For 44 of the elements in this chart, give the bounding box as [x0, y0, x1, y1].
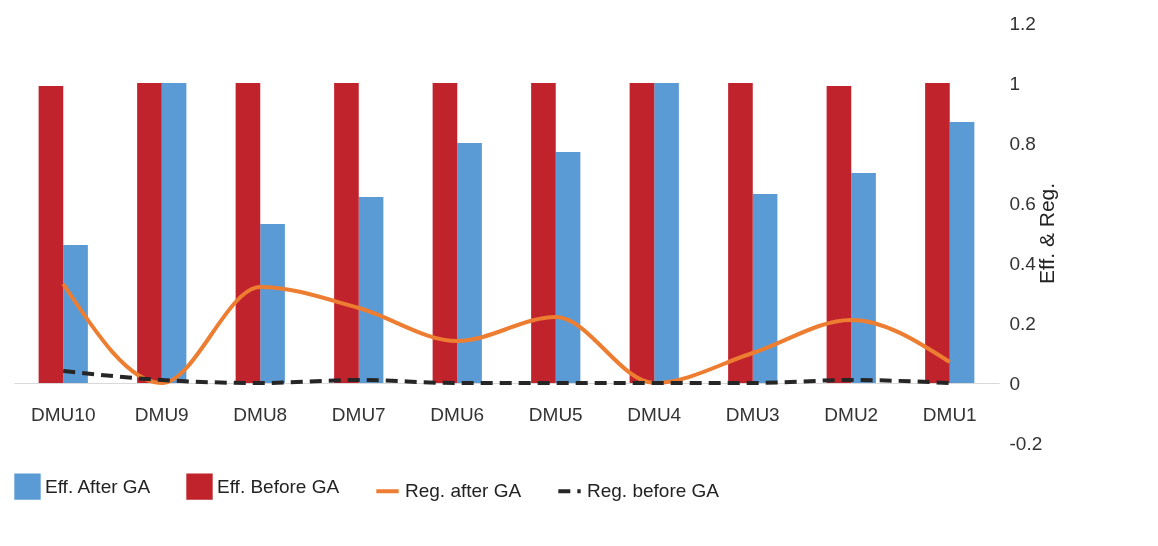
y-tick-label: 1	[1009, 72, 1021, 94]
bar	[137, 83, 162, 383]
legend-label: Reg. after GA	[405, 480, 522, 502]
bar	[531, 83, 556, 383]
x-tick-label: DMU10	[31, 403, 96, 425]
x-tick-label: DMU1	[922, 403, 977, 425]
legend-label: Eff. Before GA	[217, 475, 340, 497]
bar	[654, 83, 679, 383]
x-tick-label: DMU9	[134, 403, 189, 425]
bar	[752, 194, 778, 383]
x-tick-label: DMU8	[233, 403, 288, 425]
bar	[260, 224, 285, 383]
bar	[358, 197, 384, 383]
x-tick-label: DMU3	[725, 403, 780, 425]
bar	[925, 83, 950, 383]
y-tick-label: 1.2	[1009, 12, 1036, 34]
bar	[949, 122, 975, 383]
bar	[235, 83, 261, 383]
bar	[38, 86, 64, 383]
bar	[63, 245, 88, 383]
y-tick-label: 0.2	[1009, 312, 1036, 334]
x-tick-label: DMU2	[824, 403, 879, 425]
bar	[629, 83, 655, 383]
bar	[334, 83, 359, 383]
bar	[432, 83, 458, 383]
x-tick-label: DMU5	[528, 403, 583, 425]
y-tick-label: -0.2	[1009, 432, 1043, 454]
legend-label: Eff. After GA	[45, 475, 151, 497]
bar	[728, 83, 753, 383]
x-tick-label: DMU4	[627, 403, 682, 425]
bar	[851, 173, 876, 383]
y-tick-label: 0	[1009, 372, 1021, 394]
x-tick-label: DMU6	[430, 403, 485, 425]
y-tick-label: 0.8	[1009, 132, 1036, 154]
bar	[555, 152, 581, 383]
line-series	[61, 282, 952, 385]
x-tick-label: DMU7	[331, 403, 386, 425]
bar	[161, 83, 187, 383]
y-tick-label: 0.4	[1009, 252, 1037, 274]
y-tick-label: 0.6	[1009, 192, 1036, 214]
y-axis-title: Eff. & Reg.	[1035, 182, 1059, 285]
legend-label: Reg. before GA	[587, 480, 720, 502]
bar	[826, 86, 852, 383]
bar	[457, 143, 482, 383]
